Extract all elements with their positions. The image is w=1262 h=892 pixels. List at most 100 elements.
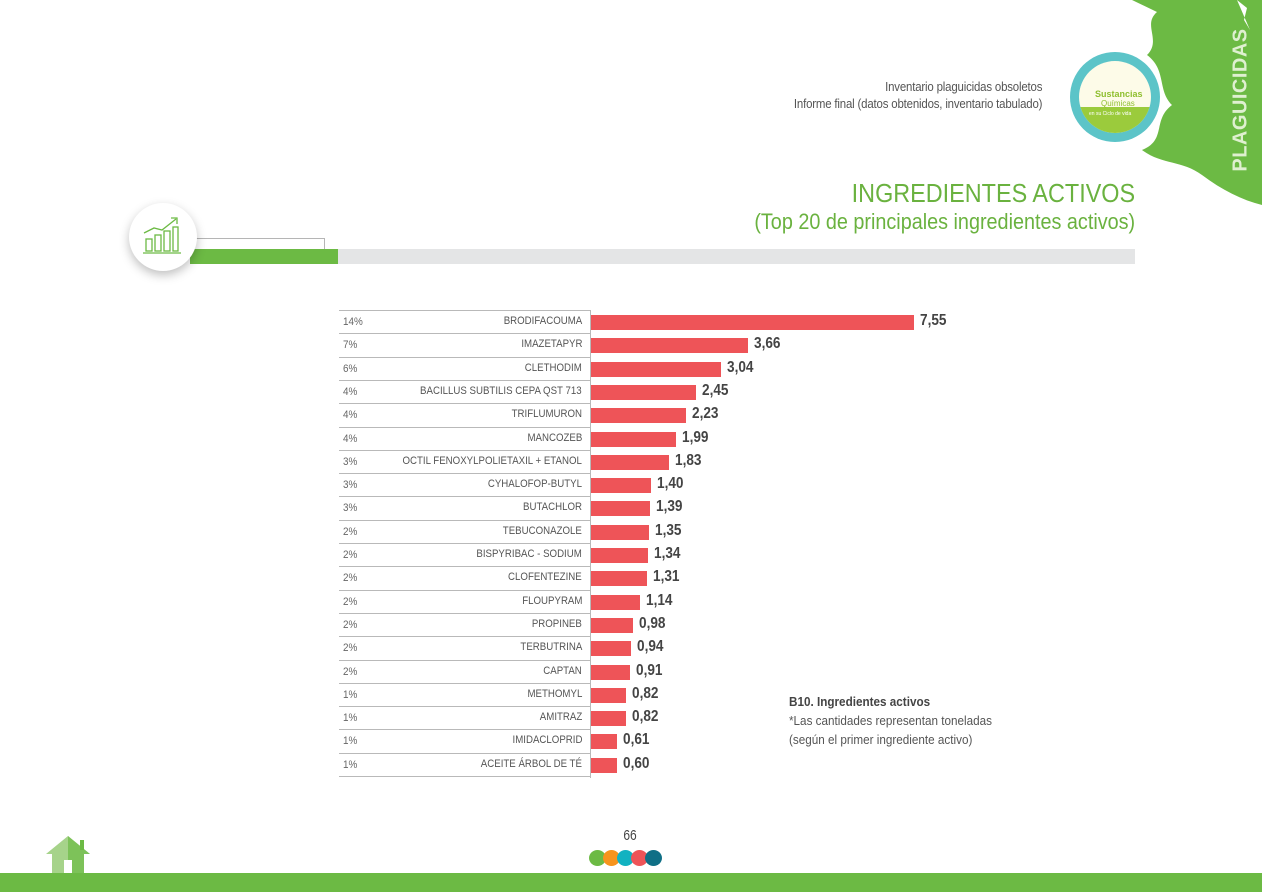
- bar: [591, 687, 627, 703]
- category-label: AMITRAZ: [539, 711, 582, 724]
- bar: [591, 478, 651, 494]
- percentage-label: 4%: [343, 432, 358, 445]
- section-divider-green: [190, 249, 338, 264]
- category-label: TERBUTRINA: [520, 641, 582, 654]
- row-divider: [339, 543, 590, 544]
- row-divider: [339, 333, 590, 335]
- value-label: 7,55: [920, 312, 947, 329]
- logo-text-3: en su Ciclo de vida: [1089, 111, 1132, 117]
- color-dot: [603, 850, 620, 866]
- percentage-label: 2%: [343, 665, 358, 678]
- logo-text-1: Sustancias: [1095, 89, 1143, 99]
- category-label: BRODIFACOUMA: [503, 315, 582, 327]
- value-label: 1,31: [653, 568, 680, 586]
- header-line-2: Informe final (datos obtenidos, inventar…: [793, 96, 1043, 111]
- bar: [591, 757, 617, 773]
- bar: [591, 361, 722, 377]
- percentage-label: 4%: [343, 409, 358, 422]
- row-divider: [339, 659, 590, 661]
- value-label: 0,91: [635, 661, 663, 679]
- row-divider: [339, 682, 590, 684]
- category-label: CLETHODIM: [524, 361, 582, 374]
- bar: [591, 384, 696, 400]
- category-label: CAPTAN: [543, 664, 582, 677]
- bar: [591, 734, 618, 750]
- percentage-label: 7%: [343, 339, 358, 352]
- percentage-label: 2%: [343, 642, 358, 655]
- page-title: INGREDIENTES ACTIVOS (Top 20 de principa…: [712, 178, 1135, 236]
- value-label: 2,45: [701, 381, 729, 399]
- caption-note-2: (según el primer ingrediente activo): [789, 732, 973, 747]
- bar: [591, 315, 914, 330]
- row-divider: [339, 589, 590, 591]
- row-divider: [339, 636, 590, 638]
- percentage-label: 2%: [343, 525, 358, 538]
- bar: [591, 571, 648, 587]
- value-label: 3,04: [727, 358, 754, 376]
- row-divider: [339, 356, 590, 358]
- category-label: IMAZETAPYR: [520, 338, 582, 351]
- row-divider: [339, 449, 590, 451]
- bar: [591, 524, 649, 540]
- bar: [591, 548, 649, 563]
- color-dot: [645, 850, 662, 866]
- page-number: 66: [623, 827, 637, 844]
- row-divider: [339, 403, 590, 405]
- category-label: BACILLUS SUBTILIS CEPA QST 713: [420, 384, 582, 397]
- color-dot: [589, 850, 606, 866]
- row-divider: [339, 426, 590, 428]
- percentage-label: 1%: [343, 735, 358, 748]
- logo-text-2: Químicas: [1101, 99, 1135, 108]
- category-label: CYHALOFOP-BUTYL: [487, 478, 582, 491]
- green-brush-decoration: [1132, 0, 1262, 205]
- percentage-label: 2%: [343, 618, 358, 631]
- bar: [591, 454, 670, 470]
- bar: [591, 641, 632, 657]
- percentage-label: 3%: [343, 455, 358, 468]
- percentage-label: 4%: [343, 385, 358, 398]
- bar: [591, 338, 748, 354]
- color-dot: [631, 850, 648, 866]
- value-label: 1,83: [675, 451, 702, 469]
- category-label: ACEITE ÁRBOL DE TÉ: [480, 757, 582, 770]
- value-label: 1,39: [656, 498, 683, 516]
- category-label: FLOUPYRAM: [521, 594, 582, 607]
- bar: [591, 431, 677, 447]
- bar: [591, 664, 630, 680]
- value-label: 1,34: [654, 545, 681, 562]
- value-label: 1,35: [654, 521, 682, 539]
- value-label: 0,98: [638, 614, 666, 632]
- row-divider: [339, 706, 590, 708]
- category-label: CLOFENTEZINE: [508, 571, 582, 584]
- row-divider: [339, 612, 590, 614]
- percentage-label: 6%: [343, 362, 358, 375]
- category-label: TRIFLUMURON: [511, 408, 582, 421]
- category-label: PROPINEB: [531, 617, 582, 630]
- chart-axis-line: [590, 310, 591, 778]
- value-label: 1,14: [645, 591, 673, 609]
- bracket-line: [196, 238, 325, 249]
- row-divider: [339, 473, 590, 475]
- value-label: 2,23: [692, 405, 719, 423]
- category-label: BUTACHLOR: [523, 501, 582, 514]
- category-label: TEBUCONAZOLE: [502, 524, 582, 537]
- caption-title: B10. Ingredientes activos: [789, 694, 931, 709]
- percentage-label: 2%: [343, 549, 358, 561]
- home-icon[interactable]: [44, 834, 92, 874]
- document-header: Inventario plaguicidas obsoletos Informe…: [793, 78, 1043, 112]
- header-line-1: Inventario plaguicidas obsoletos: [884, 79, 1042, 94]
- category-label: OCTIL FENOXYLPOLIETAXIL + ETANOL: [402, 454, 582, 467]
- percentage-label: 1%: [343, 712, 358, 725]
- section-divider-gray: [338, 249, 1135, 264]
- value-label: 0,82: [632, 708, 659, 726]
- sustancias-quimicas-logo: Sustancias Químicas en su Ciclo de vida: [1070, 52, 1160, 142]
- row-divider: [339, 519, 590, 521]
- value-label: 0,94: [637, 638, 664, 656]
- row-divider: [339, 566, 590, 568]
- footer-bar: [0, 873, 1262, 892]
- color-dots: [589, 850, 662, 866]
- value-label: 0,82: [632, 684, 659, 702]
- title-main: INGREDIENTES ACTIVOS: [851, 178, 1135, 208]
- percentage-label: 3%: [343, 479, 358, 492]
